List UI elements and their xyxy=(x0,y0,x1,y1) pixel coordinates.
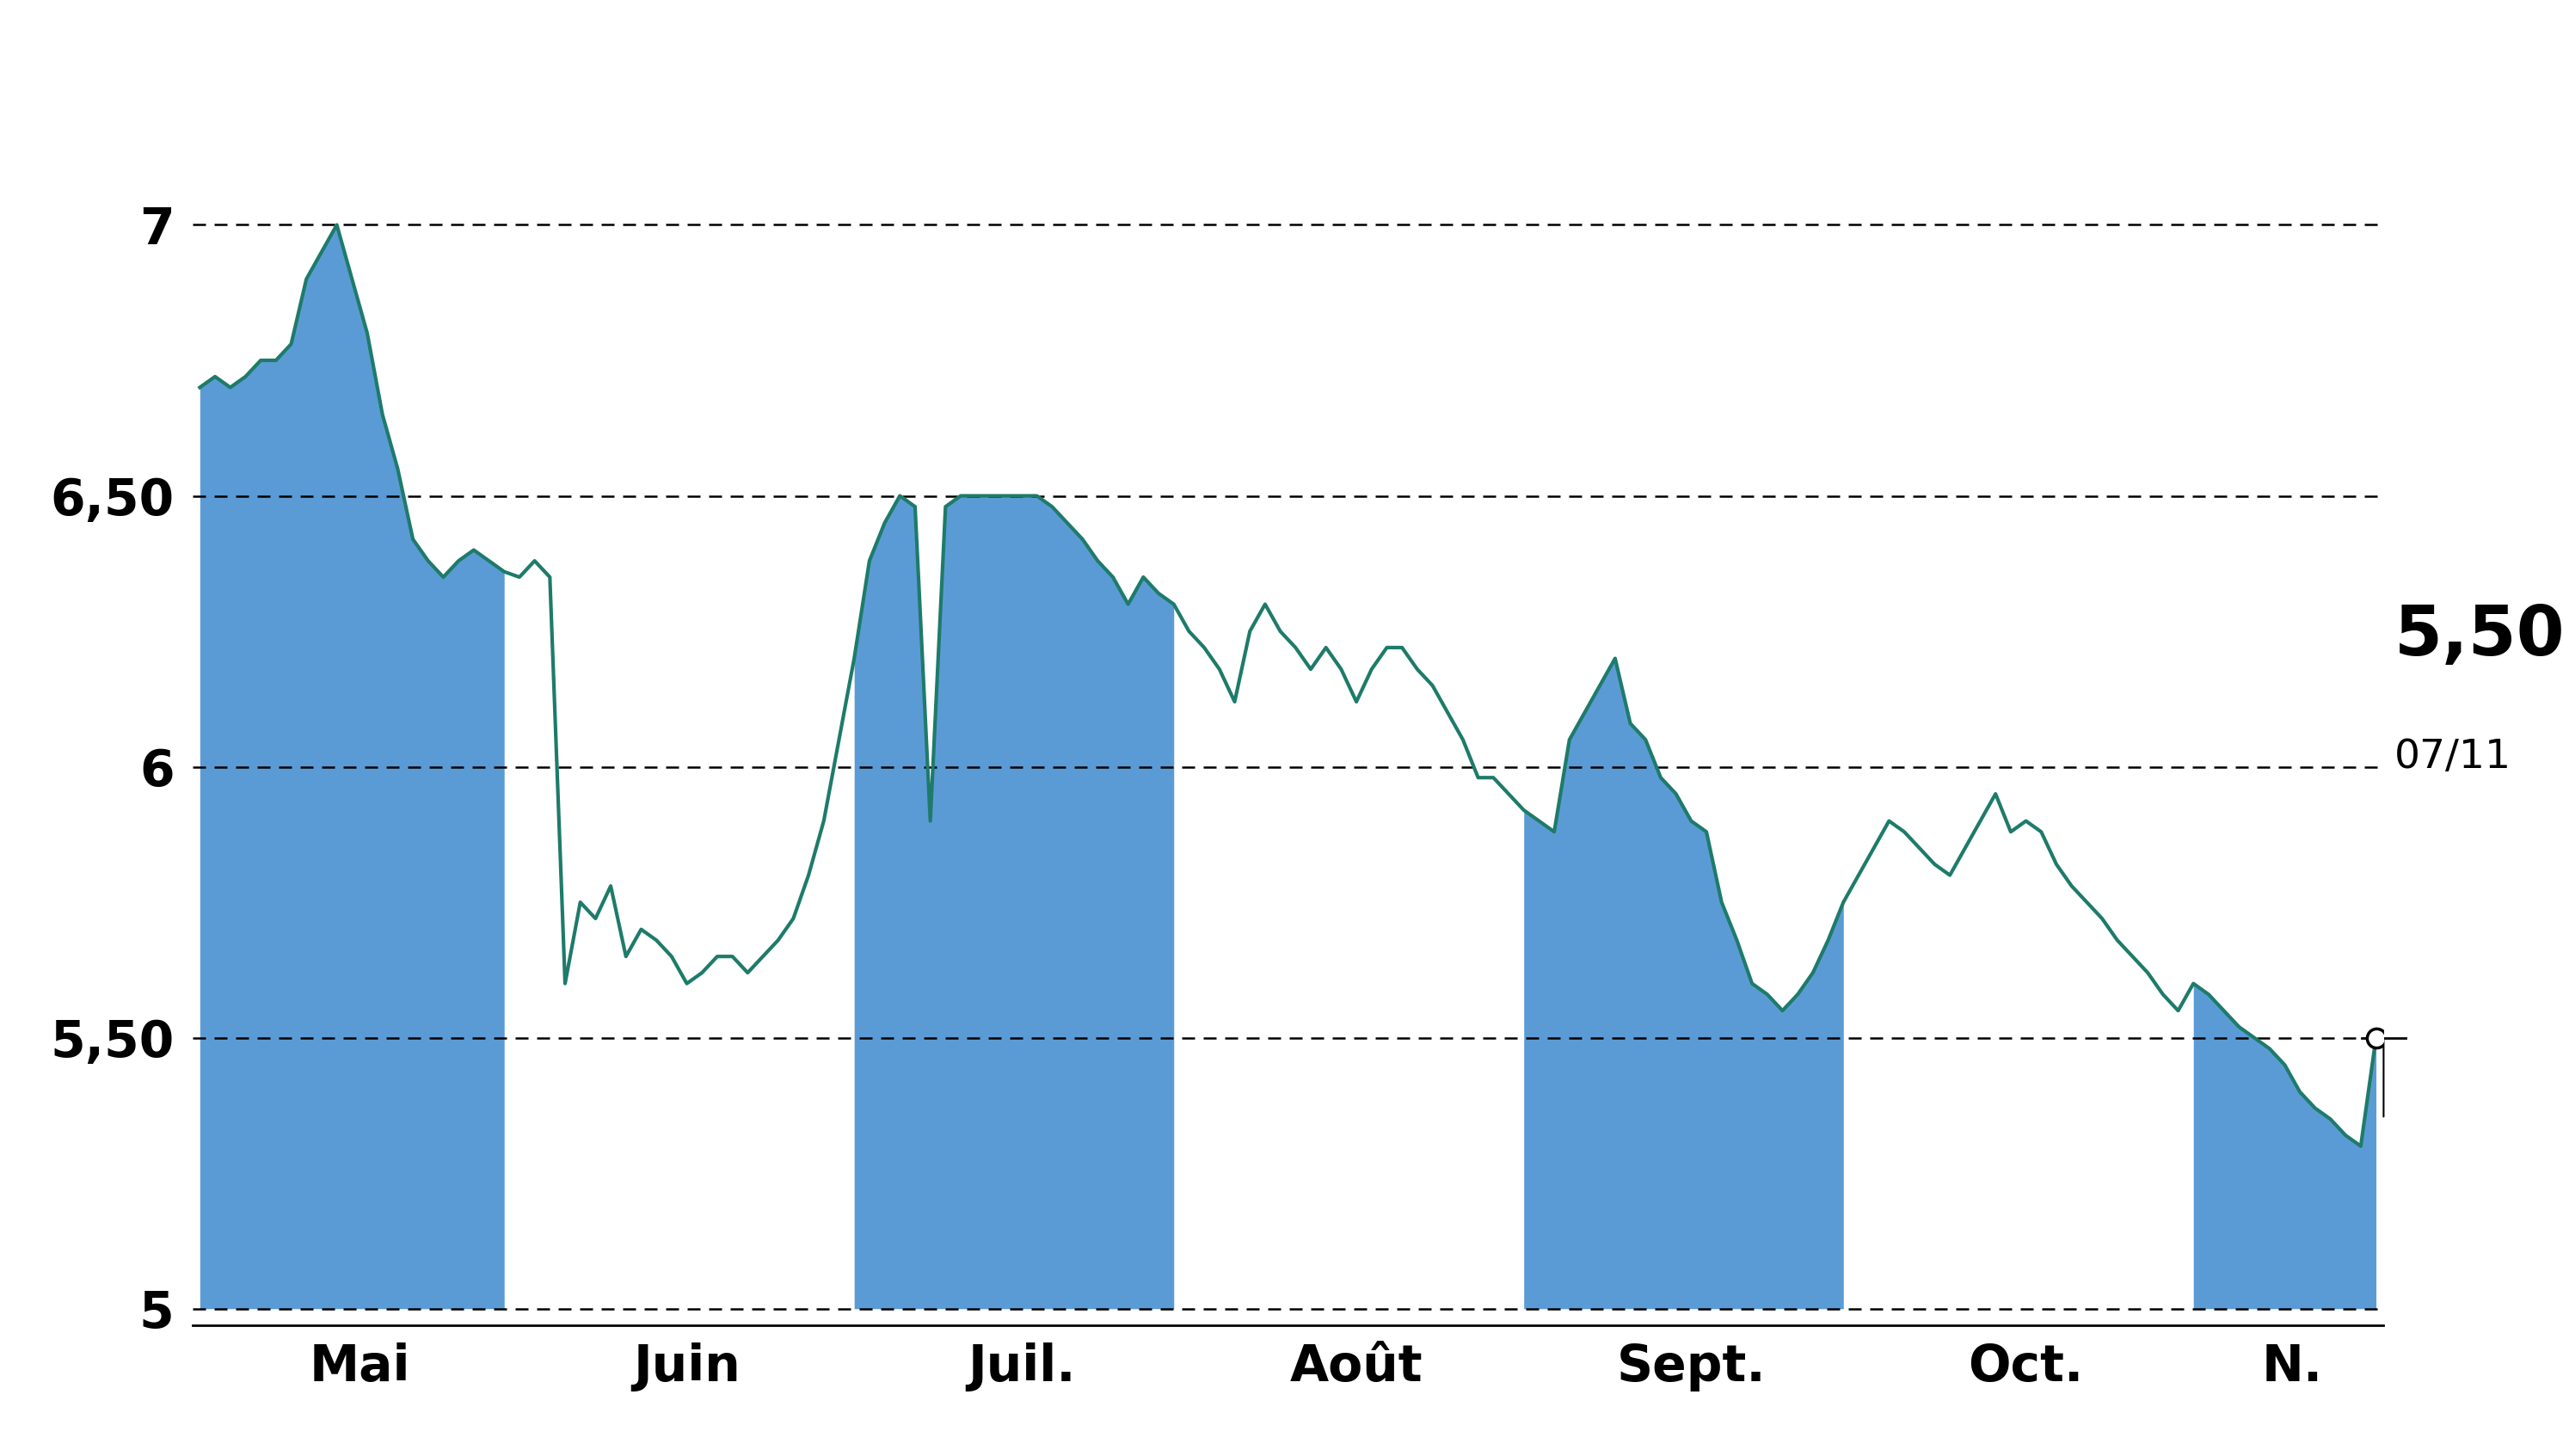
Text: 07/11: 07/11 xyxy=(2394,738,2512,776)
Text: 5,50: 5,50 xyxy=(2394,603,2563,670)
Text: PRISMAFLEX INTL: PRISMAFLEX INTL xyxy=(851,23,1712,108)
